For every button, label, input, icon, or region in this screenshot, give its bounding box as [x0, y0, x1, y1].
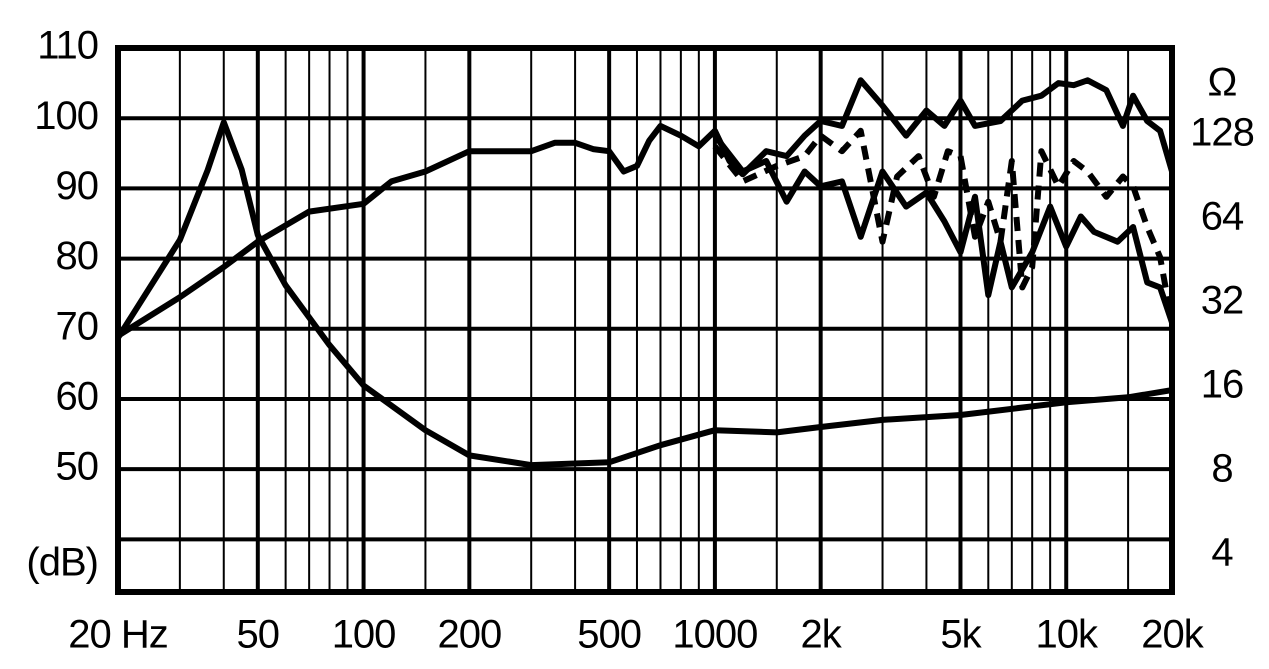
x-tick-label: 200	[437, 613, 501, 657]
x-tick-label: 10k	[1035, 613, 1098, 657]
y-tick-label: 50	[56, 445, 99, 489]
y2-axis-label: Ω	[1208, 61, 1237, 105]
x-tick-label: 20k	[1141, 613, 1204, 657]
x-tick-label: 100	[332, 613, 396, 657]
x-tick-label: 1000	[672, 613, 757, 657]
plot-frame	[115, 45, 1175, 595]
x-tick-label: 500	[577, 613, 641, 657]
response-line	[712, 133, 1175, 324]
response-line	[712, 127, 1175, 324]
y2-tick-label: 8	[1211, 447, 1232, 491]
y2-tick-label: 4	[1211, 531, 1233, 575]
y2-tick-label: 16	[1201, 363, 1244, 407]
x-tick-label: 2k	[801, 613, 843, 657]
x-tick-label: 50	[237, 613, 280, 657]
x-tick-label: 5k	[940, 613, 982, 657]
y-tick-label: 90	[56, 164, 99, 208]
y-tick-label: 70	[56, 304, 99, 348]
y2-tick-label: 64	[1201, 194, 1244, 238]
y2-tick-label: 128	[1190, 110, 1254, 154]
y-axis-label: (dB)	[26, 541, 98, 585]
x-tick-label: 20 Hz	[68, 613, 168, 657]
y-tick-label: 110	[37, 24, 98, 68]
y2-tick-label: 32	[1201, 279, 1244, 323]
y-tick-label: 60	[56, 375, 99, 419]
y-tick-label: 100	[34, 94, 98, 138]
impedance-line	[115, 119, 1173, 469]
response-line	[116, 77, 1175, 339]
y-tick-label: 80	[56, 234, 99, 278]
